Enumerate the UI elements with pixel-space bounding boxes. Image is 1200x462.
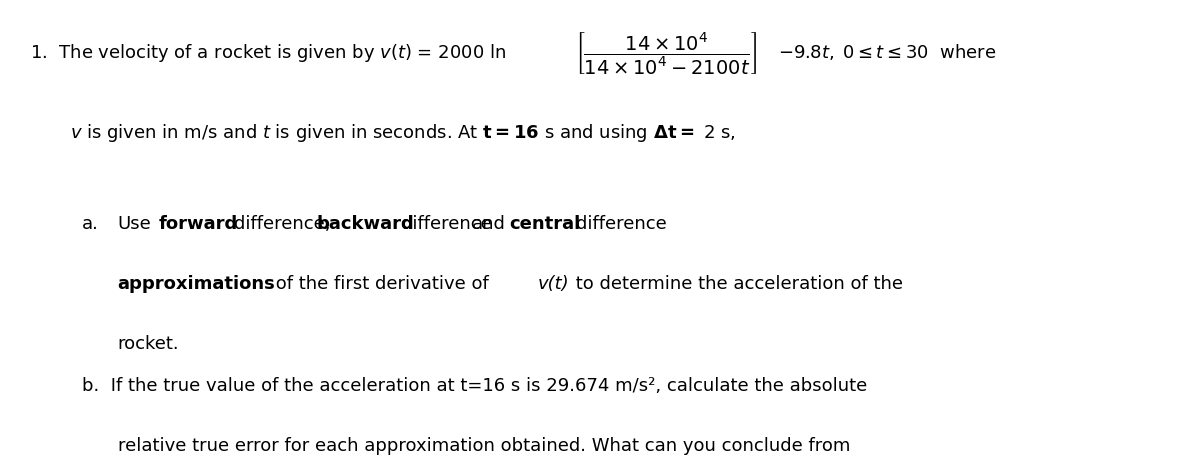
Text: relative true error for each approximation obtained. What can you conclude from: relative true error for each approximati… bbox=[118, 437, 850, 455]
Text: rocket.: rocket. bbox=[118, 335, 179, 353]
Text: $\left[\dfrac{14\times10^4}{14\times10^4-2100t}\right]$: $\left[\dfrac{14\times10^4}{14\times10^4… bbox=[575, 30, 757, 76]
Text: difference,: difference, bbox=[234, 215, 330, 233]
Text: $-9.8t,\;0\leq t\leq 30$  where: $-9.8t,\;0\leq t\leq 30$ where bbox=[778, 42, 996, 61]
Text: difference: difference bbox=[576, 215, 667, 233]
Text: a.: a. bbox=[82, 215, 98, 233]
Text: v(t): v(t) bbox=[538, 275, 569, 293]
Text: b.  If the true value of the acceleration at t=16 s is 29.674 m/s², calculate th: b. If the true value of the acceleration… bbox=[82, 377, 866, 395]
Text: 1.  The velocity of a rocket is given by $v(t)$ = 2000 ln: 1. The velocity of a rocket is given by … bbox=[30, 42, 506, 64]
Text: central: central bbox=[509, 215, 580, 233]
Text: difference: difference bbox=[401, 215, 492, 233]
Text: approximations: approximations bbox=[118, 275, 275, 293]
Text: and: and bbox=[472, 215, 505, 233]
Text: Use: Use bbox=[118, 215, 151, 233]
Text: to determine the acceleration of the: to determine the acceleration of the bbox=[570, 275, 904, 293]
Text: $v$ is given in m/s and $t$ is given in seconds. At $\mathbf{t{=}16}$ s and usin: $v$ is given in m/s and $t$ is given in … bbox=[70, 122, 736, 145]
Text: backward: backward bbox=[317, 215, 414, 233]
Text: forward: forward bbox=[158, 215, 238, 233]
Text: of the first derivative of: of the first derivative of bbox=[270, 275, 494, 293]
